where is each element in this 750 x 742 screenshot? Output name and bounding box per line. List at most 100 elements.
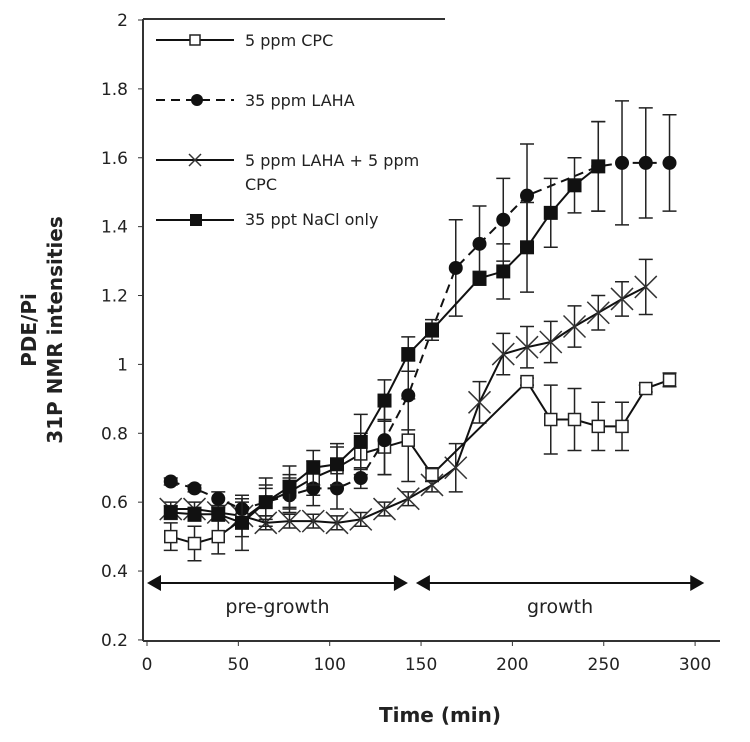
data-point <box>282 479 297 494</box>
legend-label: 35 ppm LAHA <box>245 91 355 110</box>
data-point <box>520 374 534 389</box>
data-point <box>163 474 178 489</box>
x-tick-label: 0 <box>142 655 153 675</box>
data-point <box>301 509 325 533</box>
y-tick-label: 1.6 <box>101 149 128 169</box>
series-2 <box>159 258 658 535</box>
series-3 <box>163 120 606 552</box>
arrowhead-right <box>393 575 408 591</box>
legend-marker <box>189 34 201 46</box>
data-point <box>520 188 535 203</box>
legend-marker <box>188 153 202 167</box>
data-point <box>638 155 653 170</box>
data-point <box>211 491 226 506</box>
data-point <box>544 412 558 427</box>
y-tick-label: 0.4 <box>101 562 128 582</box>
annotation-label: pre-growth <box>225 596 329 618</box>
data-point <box>491 342 515 366</box>
data-point <box>164 529 178 544</box>
legend: 5 ppm CPC 35 ppm LAHA 5 ppm LAHA + 5 ppm CP… <box>156 31 419 229</box>
data-point <box>377 393 392 408</box>
x-tick-label: 300 <box>679 655 711 675</box>
data-point <box>349 507 373 531</box>
legend-label-cont: CPC <box>245 175 277 194</box>
data-point <box>444 456 468 480</box>
data-point <box>520 240 535 255</box>
data-point <box>591 419 606 434</box>
data-point <box>258 495 273 510</box>
data-point <box>235 515 250 530</box>
legend-label: 35 ppt NaCl only <box>245 210 378 229</box>
data-point <box>662 373 677 387</box>
data-point <box>543 205 558 220</box>
data-point <box>496 212 511 227</box>
y-tick-label: 2 <box>117 11 128 31</box>
x-tick-label: 150 <box>405 655 437 675</box>
data-point <box>467 390 492 414</box>
arrowhead-right <box>690 575 705 591</box>
axes: 0.2 0.4 0.6 0.8 1 1.2 1.4 1.6 1.8 2 0 50 100 150 200 25… <box>101 11 720 675</box>
arrowhead-left <box>147 575 161 591</box>
data-point <box>372 497 397 521</box>
y-tick-label: 0.6 <box>101 493 128 513</box>
data-point <box>539 330 563 354</box>
data-point <box>211 529 226 544</box>
data-point <box>325 511 349 535</box>
data-point <box>615 419 629 434</box>
data-point <box>187 507 202 522</box>
y-tick-label: 1 <box>117 355 128 375</box>
data-point <box>330 457 345 472</box>
data-point <box>567 412 582 427</box>
data-point <box>639 381 653 396</box>
data-point <box>472 236 487 251</box>
data-point <box>496 264 511 279</box>
data-point <box>277 509 302 533</box>
data-point <box>567 178 582 193</box>
data-point <box>586 301 610 325</box>
data-point <box>187 481 202 496</box>
legend-label: 5 ppm CPC <box>245 31 333 50</box>
x-tick-label: 250 <box>588 655 620 675</box>
data-point <box>615 155 630 170</box>
data-point <box>396 487 420 511</box>
y-axis-label-line2: 31P NMR intensities <box>43 216 67 444</box>
x-tick-label: 50 <box>228 655 250 675</box>
data-point <box>401 347 416 362</box>
x-tick-label: 100 <box>313 655 345 675</box>
annotations: pre-growth growth <box>147 575 705 618</box>
legend-marker <box>190 214 202 226</box>
data-point <box>306 460 321 475</box>
y-tick-label: 0.8 <box>101 424 128 444</box>
y-tick-label: 1.8 <box>101 80 128 100</box>
data-point <box>377 433 392 448</box>
data-point <box>425 322 440 337</box>
x-axis-label: Time (min) <box>379 703 501 727</box>
data-point <box>562 314 587 339</box>
data-point <box>610 287 634 311</box>
y-tick-label: 1.4 <box>101 218 128 238</box>
data-point <box>420 473 444 497</box>
data-point <box>353 434 368 449</box>
annotation-label: growth <box>527 596 593 618</box>
data-point <box>401 388 416 403</box>
series-0 <box>163 372 677 562</box>
data-point <box>211 507 226 522</box>
y-tick-label: 0.2 <box>101 631 128 651</box>
x-tick-label: 200 <box>496 655 528 675</box>
data-point <box>163 505 178 520</box>
y-tick-label: 1.2 <box>101 287 128 307</box>
data-point <box>425 467 439 482</box>
data-point <box>187 536 202 551</box>
data-point <box>448 260 463 275</box>
legend-marker <box>191 94 203 106</box>
y-axis-label-line1: PDE/Pi <box>17 293 41 367</box>
data-marks <box>159 100 677 562</box>
data-point <box>662 155 677 170</box>
data-point <box>401 433 416 447</box>
legend-label: 5 ppm LAHA + 5 ppm <box>245 151 419 170</box>
data-point <box>634 275 658 299</box>
data-point <box>472 271 487 286</box>
data-point <box>515 335 539 359</box>
